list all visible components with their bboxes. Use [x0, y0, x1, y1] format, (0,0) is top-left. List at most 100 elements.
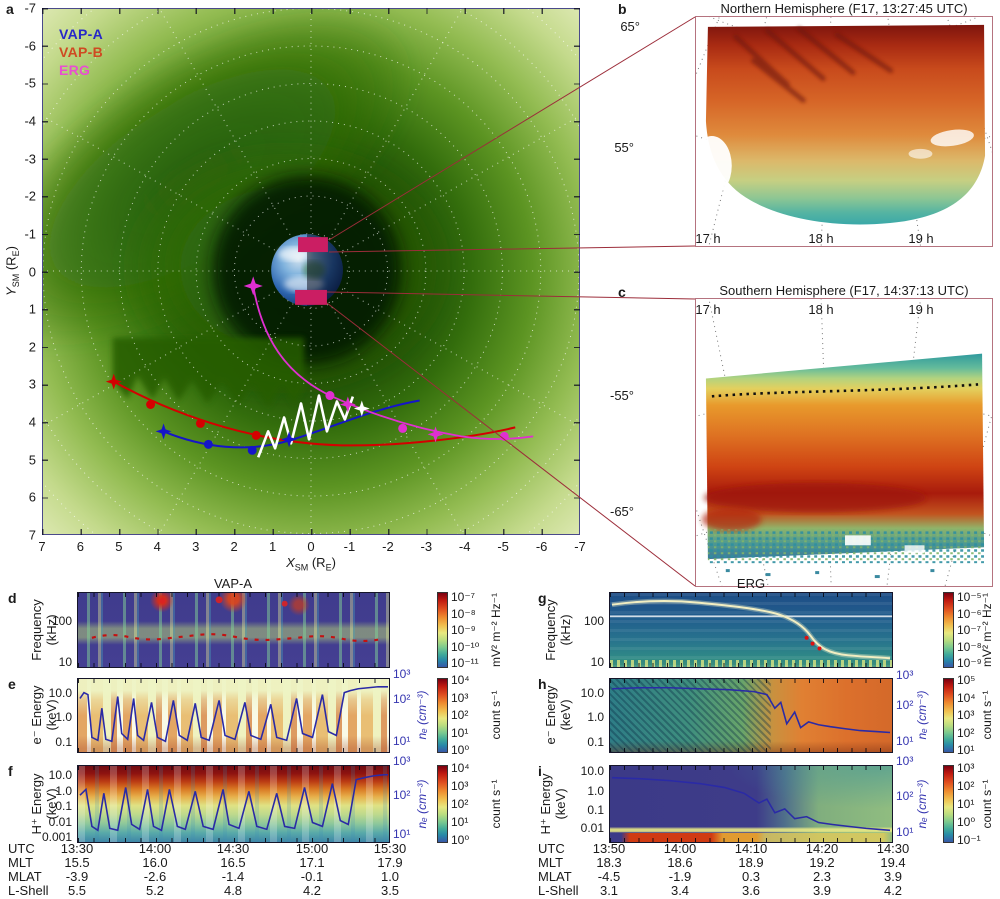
panel-f-label: f — [8, 763, 13, 779]
panel-e-ylabel-line1: e⁻ Energy — [29, 685, 45, 745]
panel-b-aurora-swath — [705, 24, 986, 225]
panel-h-colorbar-tick: 10³ — [957, 708, 975, 722]
vap-mlat-row: -3.9 -2.6 -1.4 -0.1 1.0 — [0, 870, 420, 884]
panel-e-ytick: 0.1 — [55, 735, 72, 749]
panel-i-spectrogram — [609, 765, 893, 843]
ylabel-subscript: SM — [11, 273, 22, 288]
erg-row-name-mlat: MLAT — [538, 869, 572, 884]
erg-mlat-value: 2.3 — [812, 869, 832, 884]
panel-g-yticks: 100 10 — [572, 592, 606, 668]
panel-h-colorbar-unit: count s⁻¹ — [980, 690, 995, 740]
panel-d-colorbar-tick: 10⁻⁹ — [451, 623, 476, 637]
panel-f-ytick: 0.01 — [48, 814, 72, 829]
vap-lshell-value: 3.5 — [380, 883, 400, 898]
panel-c-red-blob — [701, 507, 762, 532]
panel-f-colorbar-unit: count s⁻¹ — [489, 779, 504, 829]
xlabel-subscript: SM — [294, 562, 309, 573]
panel-a-ticks-right — [574, 8, 580, 535]
vap-row-name-lshell: L-Shell — [8, 883, 49, 898]
ylabel-unit-subscript: E — [11, 250, 22, 257]
vap-row-name-utc: UTC — [8, 841, 35, 856]
erg-utc-value: 14:20 — [805, 841, 839, 856]
panel-a-ytick: 1 — [28, 301, 36, 317]
panel-a-ytick: 2 — [28, 339, 36, 355]
panel-a-ylabel: YSM (RE) — [4, 246, 22, 296]
panel-h-ne-tick: 10² — [896, 698, 914, 712]
vap-row-name-mlat: MLAT — [8, 869, 42, 884]
panel-c-data-gap — [844, 535, 871, 546]
vap-mlat-value: 1.0 — [380, 869, 400, 884]
vap-mlt-value: 16.0 — [142, 855, 168, 870]
vap-mlt-row: 15.5 16.0 16.5 17.1 17.9 — [0, 856, 420, 870]
vap-mlt-value: 17.1 — [299, 855, 325, 870]
panel-g-colorbar-ticks: 10⁻⁵ 10⁻⁶ 10⁻⁷ 10⁻⁸ 10⁻⁹ — [957, 590, 997, 669]
panel-i-ytick: 1.0 — [587, 784, 604, 798]
erg-lshell-value: 4.2 — [883, 883, 903, 898]
electron-density-line — [79, 686, 389, 743]
panel-b-hour-labels: 17 h 18 h 19 h — [695, 232, 993, 246]
panel-i-yticks: 10.0 1.0 0.1 0.01 — [566, 765, 606, 843]
vap-utc-value: 14:30 — [216, 841, 250, 856]
panel-a-xtick: 6 — [76, 539, 85, 554]
erg-utc-value: 14:10 — [734, 841, 768, 856]
panel-f-ne-label: nₑ (cm⁻³) — [415, 779, 430, 829]
panel-a-xtick: 1 — [268, 539, 277, 554]
panel-f-ne-tick: 10² — [393, 788, 411, 802]
panel-h-overlay — [611, 686, 891, 734]
panel-g-label: g — [538, 590, 547, 606]
panel-h-colorbar-tick: 10¹ — [957, 743, 975, 757]
vap-a-markers — [155, 423, 298, 455]
vap-lshell-value: 4.8 — [223, 883, 243, 898]
panel-h-ne-label: nₑ (cm⁻³) — [915, 690, 930, 740]
panel-a-ytick: -5 — [24, 75, 36, 91]
panel-h-ylabel: e⁻ Energy (keV) — [543, 686, 574, 745]
panel-e-ylabel-line2: (keV) — [44, 699, 59, 731]
panel-a-xtick: -3 — [420, 539, 433, 554]
panel-d-colorbar-ticks: 10⁻⁷ 10⁻⁸ 10⁻⁹ 10⁻¹⁰ 10⁻¹¹ — [451, 591, 493, 669]
erg-lshell-row: 3.1 3.4 3.6 3.9 4.2 — [530, 884, 930, 898]
panel-f-colorbar-tick: 10¹ — [451, 815, 469, 829]
erg-group-title: ERG — [736, 576, 766, 591]
panel-a-xtick: 5 — [115, 539, 123, 554]
panel-d-colorbar-unit: mV² m⁻² Hz⁻¹ — [489, 593, 504, 667]
panel-h-ytick: 10.0 — [580, 686, 604, 700]
erg-mlat-value: -1.9 — [668, 869, 692, 884]
panel-c-label: c — [618, 284, 626, 300]
electron-density-line-h — [611, 686, 891, 734]
panel-b-label: b — [618, 1, 627, 17]
erg-mlt-value: 18.3 — [596, 855, 622, 870]
panel-b-canvas — [696, 17, 992, 246]
panel-e-colorbar-tick: 10³ — [451, 690, 469, 705]
vap-utc-value: 14:00 — [138, 841, 172, 856]
xlabel-symbol: X — [286, 555, 295, 570]
panel-f-colorbar — [437, 765, 448, 843]
panel-i-colorbar — [943, 765, 954, 843]
panel-i-ne-ticks: 10³ 10² 10¹ — [896, 755, 926, 843]
electron-density-line-i — [611, 776, 891, 832]
erg-mlt-value: 19.2 — [809, 855, 835, 870]
panel-g-colorbar-tick: 10⁻⁸ — [957, 639, 982, 654]
xlabel-unit: (R — [308, 555, 326, 570]
vap-lshell-value: 4.2 — [302, 883, 322, 898]
panel-c-data-gap-2 — [904, 545, 925, 554]
panel-g-ylabel: Frequency (kHz) — [543, 599, 574, 660]
erg-lshell-value: 3.4 — [670, 883, 690, 898]
panel-f-ne-tick: 10³ — [393, 754, 411, 768]
panel-e-colorbar-tick: 10² — [451, 708, 469, 722]
panel-e-ytick: 10.0 — [48, 686, 72, 700]
plasmapause-fingers — [112, 337, 305, 408]
lshell-grid — [43, 9, 579, 534]
panel-i-ne-tick: 10¹ — [896, 825, 914, 839]
vap-mlat-value: -2.6 — [143, 869, 167, 884]
panel-i-ne-tick: 10² — [896, 789, 914, 803]
panel-a-ytick: 0 — [28, 264, 36, 279]
panel-d-ylabel-line2: (kHz) — [44, 614, 59, 646]
panel-g-colorbar-tick: 10⁻⁵ — [957, 590, 982, 604]
panel-c-speckle-band — [707, 529, 985, 564]
panel-f-ne-tick: 10¹ — [393, 827, 411, 841]
panel-e-colorbar-ticks: 10⁴ 10³ 10² 10¹ 10⁰ — [451, 674, 493, 756]
panel-b-data-gap — [696, 135, 732, 196]
panel-i-overlay — [611, 776, 891, 832]
panel-g-ytick: 100 — [583, 614, 604, 628]
panel-b-lat-55: 55° — [614, 140, 634, 155]
